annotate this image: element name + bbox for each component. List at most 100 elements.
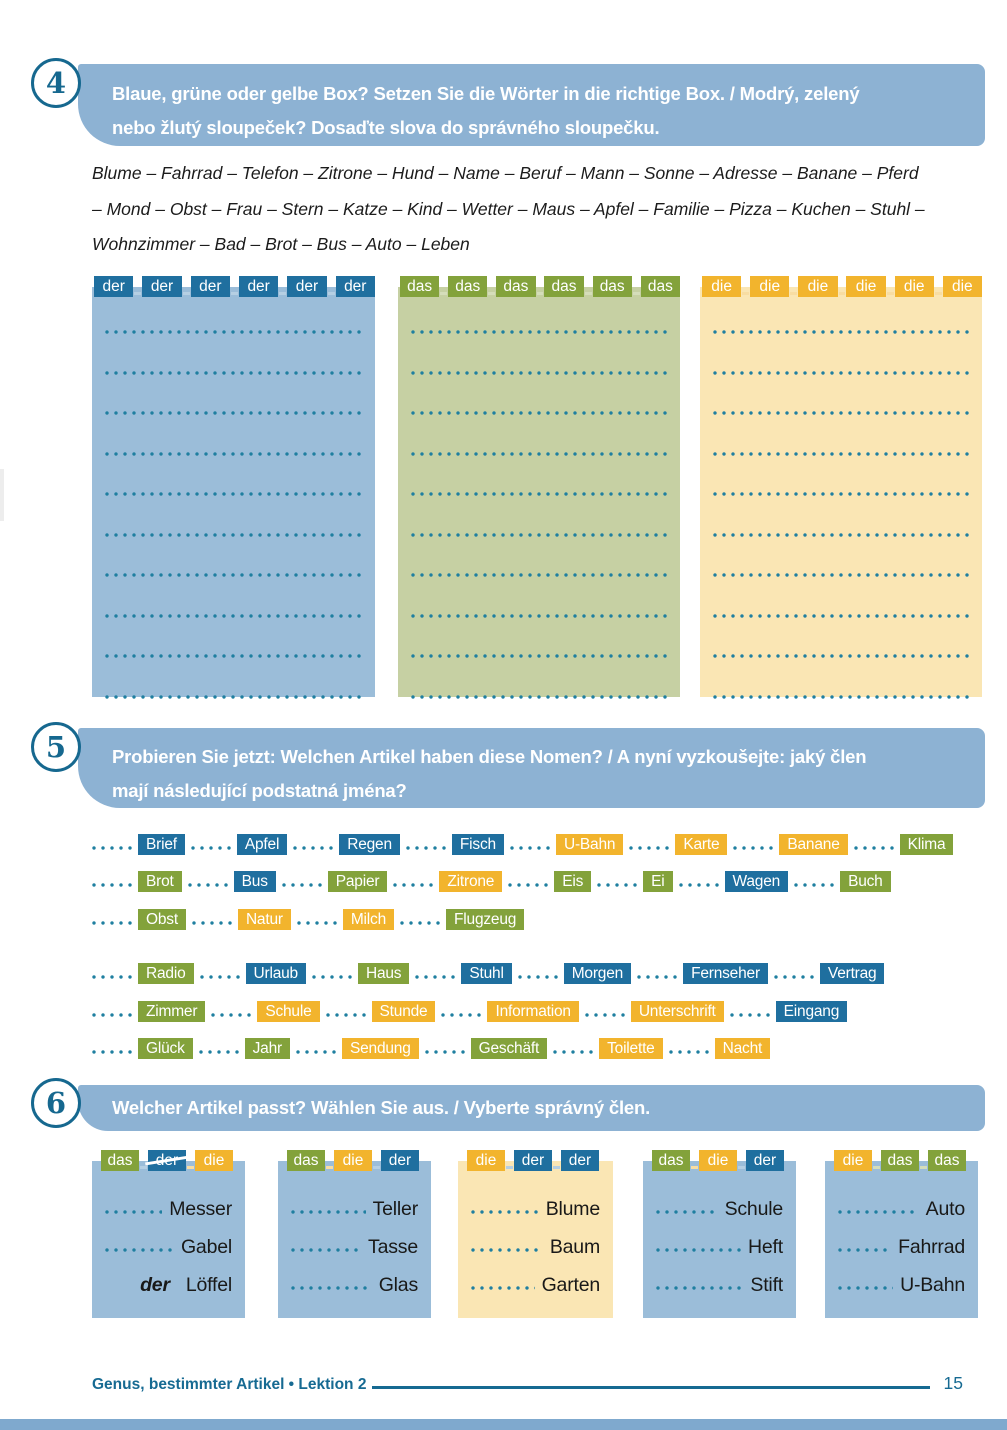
word-tag: Stuhl bbox=[461, 963, 512, 984]
word-group: Radio Urlaub Haus Stuhl Morgen Fernseher Vertr… bbox=[92, 947, 992, 1059]
word-tag: Fisch bbox=[451, 833, 504, 855]
word-tag: Unterschrift bbox=[630, 1000, 724, 1022]
write-line bbox=[713, 451, 969, 456]
answer-dots bbox=[199, 975, 240, 979]
word-tag: Fernseher bbox=[683, 963, 768, 984]
answer-dots bbox=[291, 1286, 372, 1290]
choice-rows: Auto Fahrrad U-Bahn bbox=[825, 1171, 978, 1297]
tab-separator bbox=[134, 292, 142, 295]
answer-dots bbox=[105, 1248, 174, 1252]
article-tab-das: das bbox=[400, 276, 440, 297]
noun-label: Löffel bbox=[185, 1274, 232, 1296]
article-tab-die: die bbox=[702, 276, 742, 297]
answer-dots bbox=[190, 845, 231, 850]
write-line bbox=[411, 451, 667, 456]
exercise6-number-badge: 6 bbox=[31, 1078, 81, 1128]
word-tag: Toilette bbox=[599, 1038, 663, 1059]
write-line bbox=[713, 613, 969, 618]
article-tab-der: der bbox=[142, 276, 182, 297]
choice-box-body bbox=[825, 1161, 978, 1318]
answer-dots bbox=[291, 1210, 366, 1214]
answer-dots bbox=[629, 845, 670, 850]
article-tab-row: der der der der der der bbox=[92, 276, 375, 297]
article-tab-die: die bbox=[334, 1150, 372, 1171]
word-tag: Nacht bbox=[714, 1038, 771, 1059]
tab-separator bbox=[742, 292, 750, 295]
choice-row: Tasse bbox=[291, 1221, 418, 1259]
write-line bbox=[411, 370, 667, 375]
tab-separator bbox=[886, 292, 894, 295]
article-tab-row: das das das das das das bbox=[398, 276, 680, 297]
tab-separator bbox=[838, 292, 846, 295]
answer-dots bbox=[405, 845, 446, 850]
choice-box: die das das Auto Fahrrad U-Bahn bbox=[825, 1150, 978, 1318]
noun-label: Garten bbox=[541, 1274, 601, 1296]
word-row: Brot Bus Papier Zitrone Eis Ei Wagen Buch bbox=[92, 855, 992, 892]
noun-label: Stift bbox=[750, 1274, 783, 1296]
article-tab-das: das bbox=[881, 1150, 919, 1171]
tab-separator bbox=[327, 292, 335, 295]
sort-box-der: der der der der der der bbox=[92, 276, 375, 699]
choice-row: Stift bbox=[656, 1259, 783, 1297]
answer-dots bbox=[198, 1050, 239, 1054]
tab-separator bbox=[738, 1166, 745, 1169]
article-tab-der: der bbox=[561, 1150, 599, 1171]
article-tab-der: der bbox=[746, 1150, 784, 1171]
sort-box-das: das das das das das das bbox=[398, 276, 680, 699]
word-tag: Milch bbox=[342, 908, 395, 930]
noun-label: Gabel bbox=[180, 1236, 232, 1258]
exercise5-title-line1: Probieren Sie jetzt: Welchen Artikel hab… bbox=[112, 746, 867, 767]
word-tag: Brief bbox=[138, 833, 185, 855]
exercise5-number-badge: 5 bbox=[31, 722, 81, 772]
exercise6-title-line1: Welcher Artikel passt? Wählen Sie aus. /… bbox=[112, 1097, 651, 1118]
article-tab-das: das bbox=[592, 276, 632, 297]
write-line bbox=[411, 573, 667, 577]
article-tab-das: das bbox=[287, 1150, 325, 1171]
word-row: Obst Natur Milch Flugzeug bbox=[92, 892, 992, 930]
tab-separator bbox=[790, 292, 798, 295]
word-tag: Klima bbox=[899, 833, 954, 855]
answer-dots bbox=[471, 1286, 535, 1290]
article-tab-die: die bbox=[699, 1150, 737, 1171]
answer-dots bbox=[191, 920, 232, 925]
choice-row: Baum bbox=[471, 1221, 600, 1259]
tab-separator bbox=[632, 292, 640, 295]
answer-dots bbox=[656, 1248, 742, 1252]
page-edge-tab bbox=[0, 469, 4, 521]
answer-dots bbox=[656, 1286, 744, 1290]
noun-label: Fahrrad bbox=[898, 1236, 965, 1258]
answer-dots bbox=[553, 1050, 594, 1054]
word-tag: Obst bbox=[138, 908, 186, 930]
choice-rows: Blume Baum Garten bbox=[458, 1171, 613, 1297]
choice-box-body bbox=[278, 1161, 431, 1318]
answer-dots bbox=[773, 975, 814, 979]
answer-dots bbox=[92, 1012, 132, 1017]
word-tag: Buch bbox=[840, 871, 891, 892]
write-line bbox=[713, 330, 969, 334]
write-line bbox=[105, 492, 362, 496]
write-line bbox=[105, 573, 362, 577]
write-line bbox=[411, 613, 667, 618]
exercise5-header-bar: Probieren Sie jetzt: Welchen Artikel hab… bbox=[78, 728, 985, 808]
footer-section-title: Genus, bestimmter Artikel • Lektion 2 bbox=[92, 1376, 367, 1393]
answer-dots bbox=[678, 883, 719, 887]
answer-dots bbox=[838, 1286, 894, 1290]
word-tag: Haus bbox=[357, 963, 410, 984]
tab-separator bbox=[326, 1166, 333, 1169]
noun-label: Messer bbox=[169, 1198, 232, 1220]
article-tab-der: der bbox=[514, 1150, 552, 1171]
word-tag: Regen bbox=[339, 833, 400, 855]
answer-dots bbox=[584, 1012, 625, 1017]
article-tab-das: das bbox=[448, 276, 488, 297]
noun-label: Baum bbox=[549, 1236, 600, 1258]
word-tag: Jahr bbox=[244, 1038, 290, 1059]
word-tag: Geschäft bbox=[470, 1038, 548, 1059]
choice-row: Garten bbox=[471, 1259, 600, 1297]
word-tag: Zimmer bbox=[138, 1000, 206, 1022]
word-tag: Information bbox=[487, 1000, 579, 1022]
write-lines bbox=[700, 297, 982, 699]
article-tab-das: das bbox=[652, 1150, 690, 1171]
article-tab-die: die bbox=[195, 1150, 233, 1171]
article-tab-die: die bbox=[750, 276, 790, 297]
